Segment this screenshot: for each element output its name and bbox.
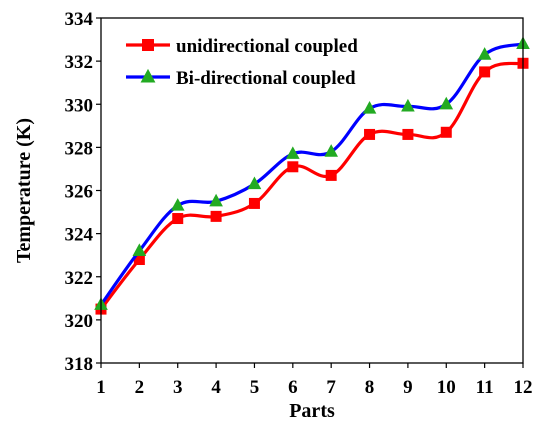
data-point [402, 128, 414, 140]
x-axis-title: Parts [289, 400, 335, 422]
data-point [362, 101, 377, 114]
data-point [132, 243, 147, 256]
data-point [439, 96, 454, 110]
x-axis-ticks: 1 2 3 4 5 6 7 8 9 10 11 12 [96, 363, 533, 398]
x-tick-label: 12 [514, 377, 533, 398]
x-tick-label: 5 [250, 377, 260, 398]
y-tick-label: 328 [65, 138, 94, 159]
series-1 [95, 57, 529, 315]
data-point [248, 197, 260, 209]
data-point [325, 169, 337, 181]
data-point [479, 66, 491, 78]
series-line [99, 61, 524, 311]
legend-label: unidirectional coupled [176, 36, 358, 57]
y-tick-label: 320 [65, 311, 94, 332]
legend-marker [140, 68, 156, 83]
y-axis-ticks: 318 320 322 324 326 328 330 332 334 [65, 9, 101, 375]
x-tick-label: 1 [96, 377, 106, 398]
y-axis-title: Temperature (K) [13, 118, 35, 263]
x-tick-label: 4 [211, 377, 221, 398]
series-line [99, 42, 524, 306]
x-tick-label: 6 [288, 377, 298, 398]
x-tick-label: 11 [476, 377, 494, 398]
legend-marker [142, 39, 154, 51]
x-tick-label: 8 [365, 377, 375, 398]
x-tick-label: 9 [403, 377, 413, 398]
data-point [209, 193, 223, 207]
x-tick-label: 10 [437, 377, 456, 398]
data-point [287, 161, 299, 173]
x-tick-label: 2 [135, 377, 145, 398]
y-tick-label: 324 [65, 225, 94, 246]
data-point [170, 198, 185, 211]
series-layer [94, 36, 530, 315]
data-point [440, 126, 452, 138]
y-tick-label: 326 [65, 182, 94, 203]
data-point [324, 144, 339, 157]
data-point [133, 254, 145, 265]
y-tick-label: 318 [65, 354, 94, 375]
y-tick-label: 334 [65, 9, 94, 30]
data-point [477, 47, 492, 60]
y-tick-label: 322 [65, 268, 94, 289]
legend: unidirectional coupled Bi-directional cou… [126, 36, 358, 89]
data-point [285, 146, 300, 159]
legend-label: Bi-directional coupled [176, 68, 356, 89]
data-point [401, 98, 415, 112]
data-point [247, 176, 262, 190]
legend-item: unidirectional coupled [126, 36, 358, 57]
y-tick-label: 332 [65, 52, 94, 73]
legend-item: Bi-directional coupled [126, 68, 356, 89]
data-point [210, 210, 222, 222]
data-point [172, 213, 184, 225]
y-tick-label: 330 [65, 95, 94, 116]
x-tick-label: 7 [326, 377, 336, 398]
data-point [364, 128, 376, 140]
plot-frame [100, 17, 524, 364]
series-2 [94, 36, 530, 310]
x-tick-label: 3 [173, 377, 183, 398]
